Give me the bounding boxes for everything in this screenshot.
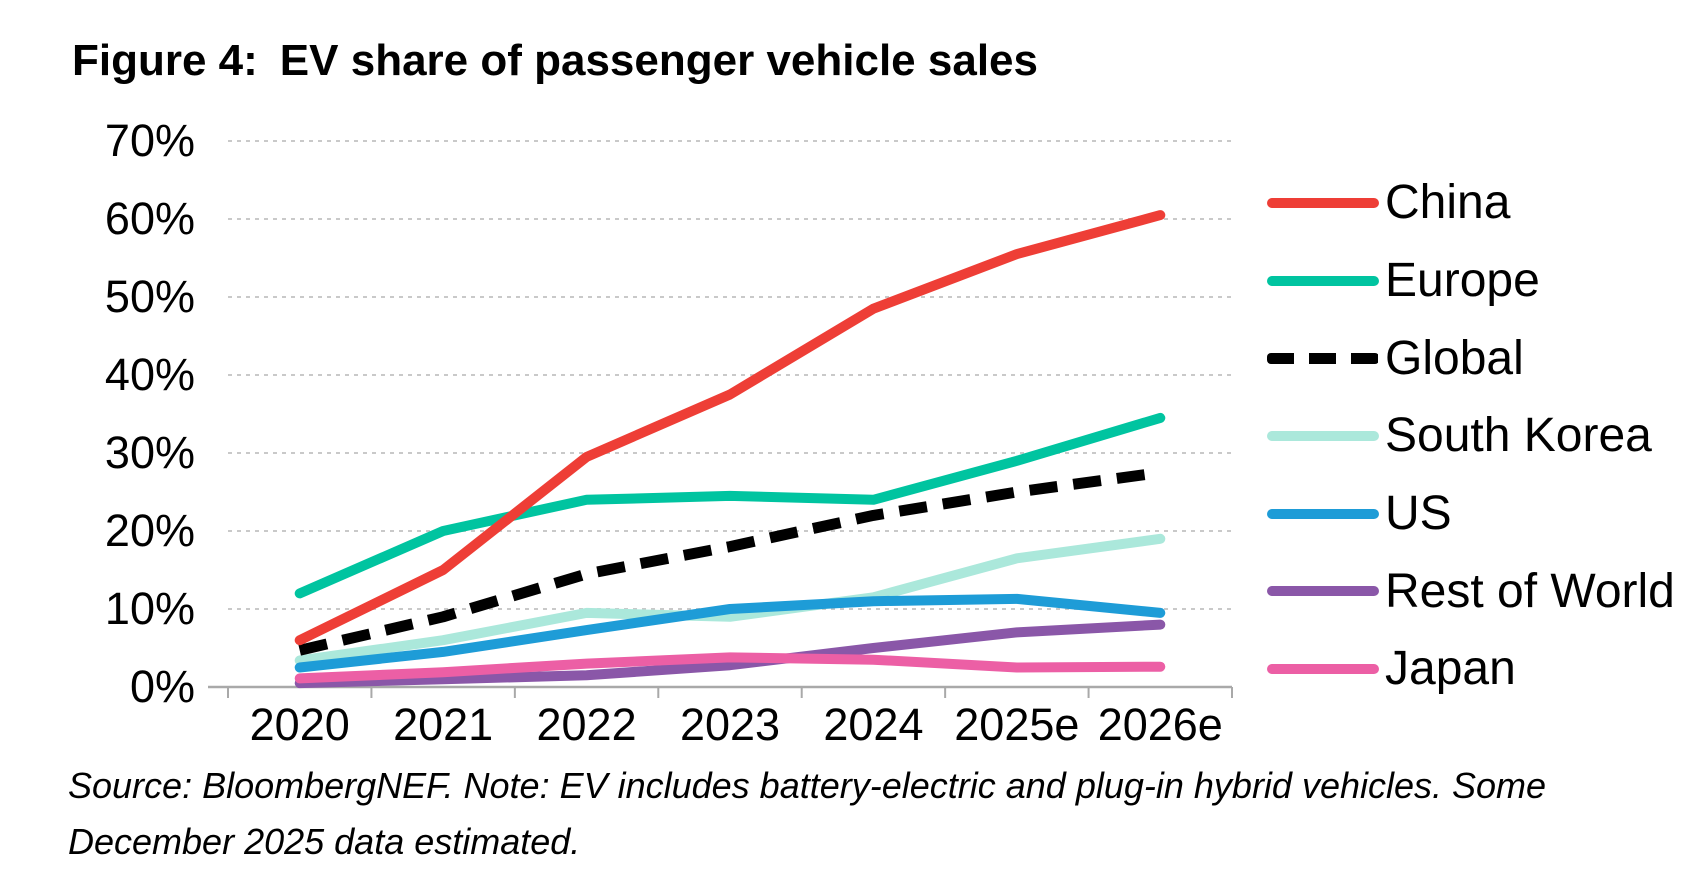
figure-title-prefix: Figure 4:: [72, 36, 258, 85]
legend-label-south-korea: South Korea: [1385, 409, 1652, 463]
x-tick-label-2023: 2023: [679, 699, 781, 750]
legend-item-japan: Japan: [1267, 630, 1675, 708]
series-line-south-korea: [294, 533, 1166, 666]
legend-item-us: US: [1267, 475, 1675, 553]
y-tick-label-50: 50%: [104, 271, 195, 322]
y-tick-label-0: 0%: [129, 661, 195, 712]
legend-label-china: China: [1385, 176, 1511, 230]
legend-swatch-us-icon: [1267, 508, 1379, 519]
x-tick-label-2025e: 2025e: [954, 699, 1080, 750]
legend-label-europe: Europe: [1385, 254, 1540, 308]
legend-swatch-europe-icon: [1267, 275, 1379, 286]
legend-item-south-korea: South Korea: [1267, 397, 1675, 475]
source-note-line1: Source: BloombergNEF. Note: EV includes …: [68, 765, 1547, 806]
y-tick-label-20: 20%: [104, 505, 195, 556]
legend-swatch-china-icon: [1267, 197, 1379, 208]
legend-swatch-global-icon: [1267, 352, 1379, 364]
y-tick-label-60: 60%: [104, 193, 195, 244]
legend-label-us: US: [1385, 487, 1452, 541]
legend-label-global: Global: [1385, 331, 1524, 385]
series-line-us: [294, 593, 1166, 673]
legend-item-global: Global: [1267, 319, 1675, 397]
y-tick-label-10: 10%: [104, 583, 195, 634]
legend-item-china: China: [1267, 164, 1675, 242]
legend-swatch-rest-of-world-icon: [1267, 586, 1379, 597]
legend-swatch-south-korea-icon: [1267, 430, 1379, 441]
source-note-line2: December 2025 data estimated.: [68, 821, 581, 862]
x-tick-label-2026e: 2026e: [1097, 699, 1223, 750]
legend-item-rest-of-world: Rest of World: [1267, 552, 1675, 630]
x-tick-label-2021: 2021: [393, 699, 494, 750]
x-tick-label-2022: 2022: [536, 699, 637, 750]
legend-item-europe: Europe: [1267, 242, 1675, 320]
y-tick-label-40: 40%: [104, 349, 195, 400]
x-tick-label-2024: 2024: [823, 699, 924, 750]
legend-label-japan: Japan: [1385, 642, 1516, 696]
y-tick-label-30: 30%: [104, 427, 195, 478]
figure-title-text: EV share of passenger vehicle sales: [279, 36, 1038, 85]
chart-legend: China Europe Global South Korea US Rest of Wo…: [1267, 164, 1675, 708]
x-tick-label-2020: 2020: [249, 699, 350, 750]
series-line-rest-of-world: [294, 619, 1166, 689]
legend-label-rest-of-world: Rest of World: [1385, 564, 1675, 618]
y-tick-label-70: 70%: [104, 115, 195, 166]
series-line-china: [294, 210, 1166, 646]
series-line-global: [298, 467, 1162, 656]
figure-title: Figure 4: EV share of passenger vehicle s…: [72, 36, 1038, 86]
source-note: Source: BloombergNEF. Note: EV includes …: [68, 758, 1546, 870]
legend-swatch-japan-icon: [1267, 663, 1379, 674]
series-line-japan: [294, 652, 1166, 684]
series-line-europe: [294, 412, 1166, 599]
